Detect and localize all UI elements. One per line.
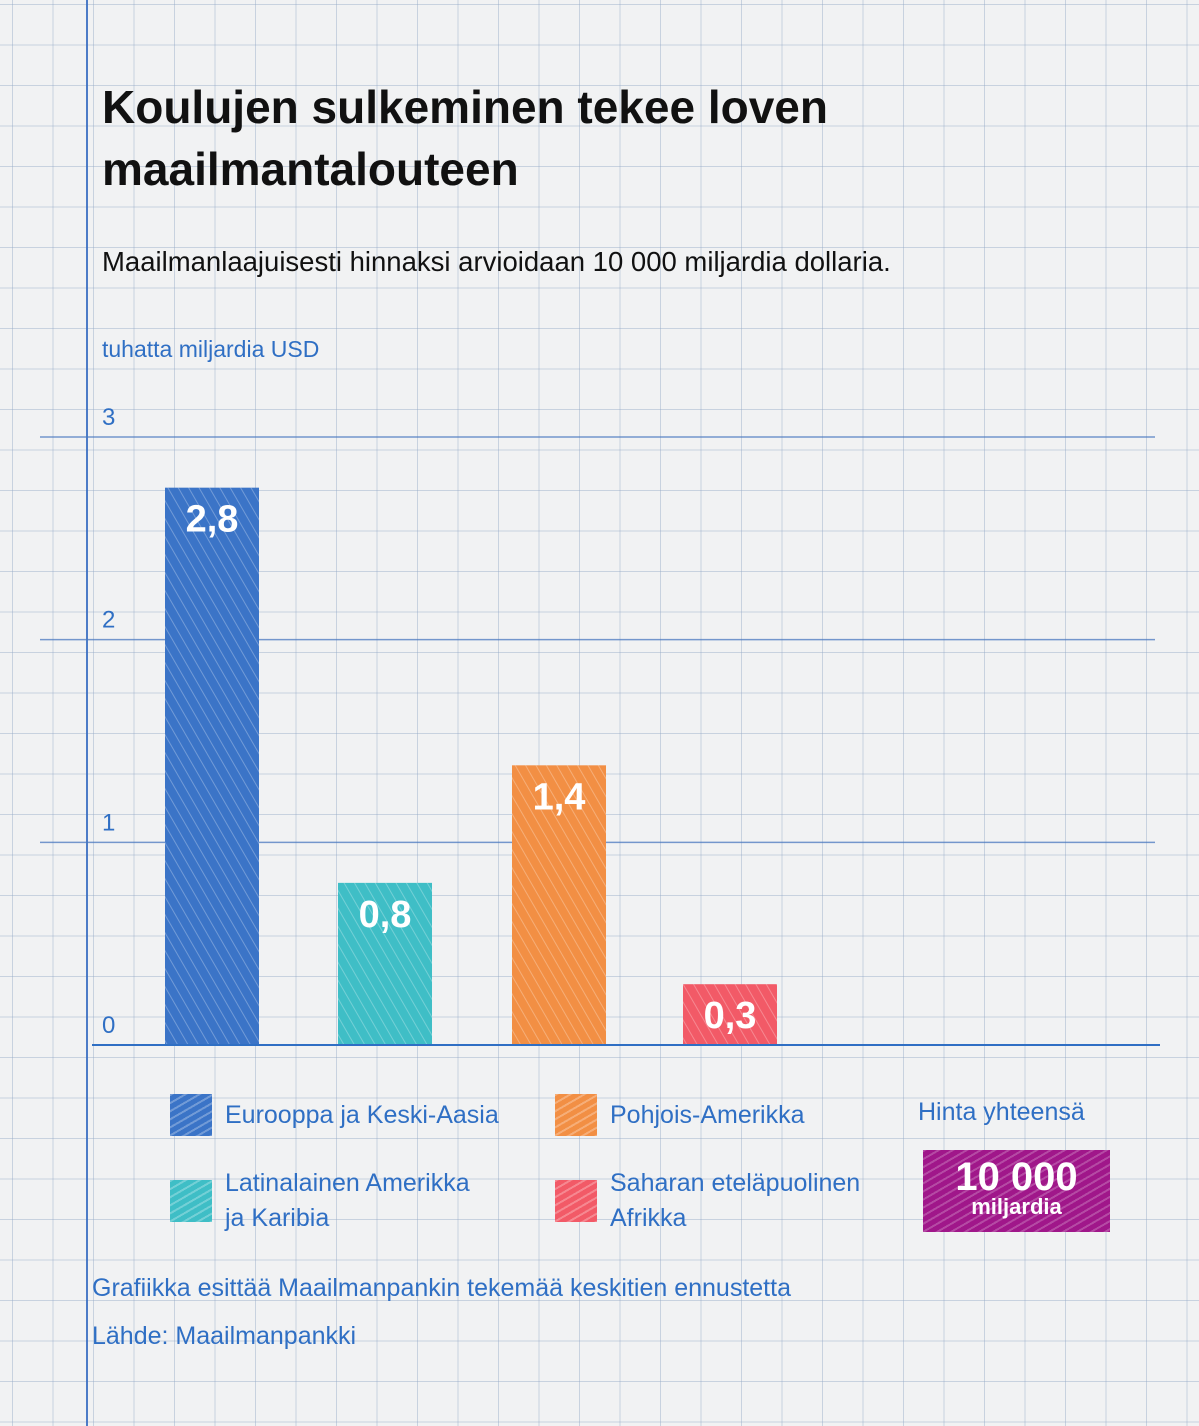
y-tick-label: 1 [102,809,115,836]
total-value: 10 000 [955,1155,1078,1199]
bar-value-label: 0,8 [359,894,412,936]
bar-chart: 2,8 0,8 1,4 0,3 0 1 2 3 [40,404,1160,1046]
source-note: Lähde: Maailmanpankki [92,1322,357,1350]
bar-texture-2 [338,882,432,1045]
bar-texture-3 [512,765,606,1045]
legend-label-latin-america: Latinalainen Amerikka ja Karibia [225,1169,470,1232]
total-badge: 10 000 miljardia [923,1150,1110,1232]
chart-title: Koulujen sulkeminen tekee loven maailman… [102,81,828,195]
legend-label-north-america: Pohjois-Amerikka [610,1101,805,1129]
chart-subtitle: Maailmanlaajuisesti hinnaksi arvioidaan … [102,246,891,277]
legend-swatch-latin-america [170,1180,212,1222]
legend-label-europe: Eurooppa ja Keski-Aasia [225,1101,499,1129]
legend-label-africa: Saharan eteläpuolinen Afrikka [610,1169,861,1232]
bars [165,487,777,1046]
y-tick-label: 0 [102,1012,115,1039]
legend-swatch-europe [170,1094,212,1136]
bar-texture-1 [165,487,259,1046]
bar-value-label: 1,4 [533,776,586,818]
y-tick-label: 2 [102,607,115,634]
bar-value-labels: 2,8 0,8 1,4 0,3 [186,499,757,1038]
y-axis-label: tuhatta miljardia USD [102,336,320,362]
total-label: Hinta yhteensä [918,1098,1085,1126]
legend-swatch-africa [555,1180,597,1222]
legend-swatch-north-america [555,1094,597,1136]
bar-value-label: 2,8 [186,499,239,541]
y-axis-ticks: 0 1 2 3 [102,404,115,1039]
y-tick-label: 3 [102,404,115,431]
forecast-note: Grafiikka esittää Maailmanpankin tekemää… [92,1274,791,1302]
bar-texture-4 [683,984,777,1045]
bar-value-label: 0,3 [704,995,757,1037]
total-unit: miljardia [971,1194,1062,1219]
notebook-margin-line [86,0,88,1426]
